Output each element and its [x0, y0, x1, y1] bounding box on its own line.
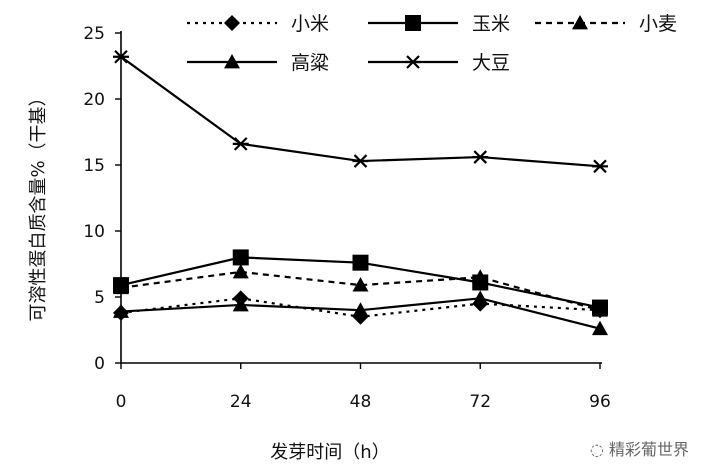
- data-point: [352, 254, 369, 271]
- data-point: [113, 303, 129, 318]
- legend-label: 玉米: [472, 13, 510, 35]
- legend-marker: [405, 55, 421, 69]
- legend-entry: 小米: [187, 13, 329, 35]
- x-tick-label: 96: [589, 392, 611, 412]
- legend-marker: [572, 15, 588, 30]
- legend-label: 小米: [291, 13, 329, 35]
- data-point: [352, 154, 369, 168]
- axes: 0 5 10 15 20 25 0 24 48 72 96: [83, 24, 610, 412]
- data-point: [472, 290, 489, 305]
- series-layer: [113, 49, 608, 336]
- legend-marker: [405, 15, 421, 31]
- y-tick-label: 10: [83, 222, 105, 242]
- data-point: [352, 277, 369, 292]
- data-point: [232, 137, 249, 151]
- series-line: [120, 55, 601, 168]
- data-point: [232, 249, 249, 266]
- series-line: [120, 270, 601, 312]
- y-axis-label: 可溶性蛋白质含量%（干基）: [28, 88, 49, 321]
- data-point: [113, 49, 129, 64]
- legend-entry: 玉米: [368, 13, 510, 35]
- legend-label: 小麦: [639, 13, 677, 35]
- legend-entry: 小麦: [535, 13, 677, 35]
- x-tick-label: 24: [230, 392, 252, 412]
- data-point: [592, 302, 608, 317]
- legend-entry: 高粱: [187, 52, 329, 74]
- y-tick-label: 5: [94, 288, 105, 308]
- legend-marker: [224, 54, 240, 69]
- watermark: ◌ 精彩葡世界: [590, 436, 689, 460]
- y-tick-label: 0: [94, 354, 105, 374]
- data-point: [592, 159, 608, 174]
- x-tick-label: 48: [350, 392, 372, 412]
- data-point: [113, 279, 129, 295]
- data-point: [592, 320, 608, 336]
- legend-label: 大豆: [472, 52, 510, 74]
- series-2: [113, 263, 608, 317]
- y-tick-label: 15: [83, 156, 105, 176]
- y-tick-label: 20: [83, 90, 105, 110]
- y-tick-label: 25: [83, 24, 105, 44]
- legend-marker: [224, 15, 240, 31]
- data-point: [232, 296, 249, 312]
- x-axis-label: 发芽时间（h）: [270, 442, 389, 463]
- series-4: [113, 49, 608, 174]
- data-point: [472, 150, 489, 164]
- watermark-text: 精彩葡世界: [608, 440, 689, 459]
- x-tick-label: 72: [469, 392, 491, 412]
- wechat-icon: ◌: [589, 440, 604, 459]
- legend-entry: 大豆: [368, 52, 510, 74]
- data-point: [232, 263, 249, 279]
- series-3: [113, 290, 608, 336]
- legend-label: 高粱: [291, 52, 329, 74]
- data-point: [472, 269, 489, 284]
- data-point: [352, 302, 369, 317]
- x-tick-label: 0: [116, 392, 127, 412]
